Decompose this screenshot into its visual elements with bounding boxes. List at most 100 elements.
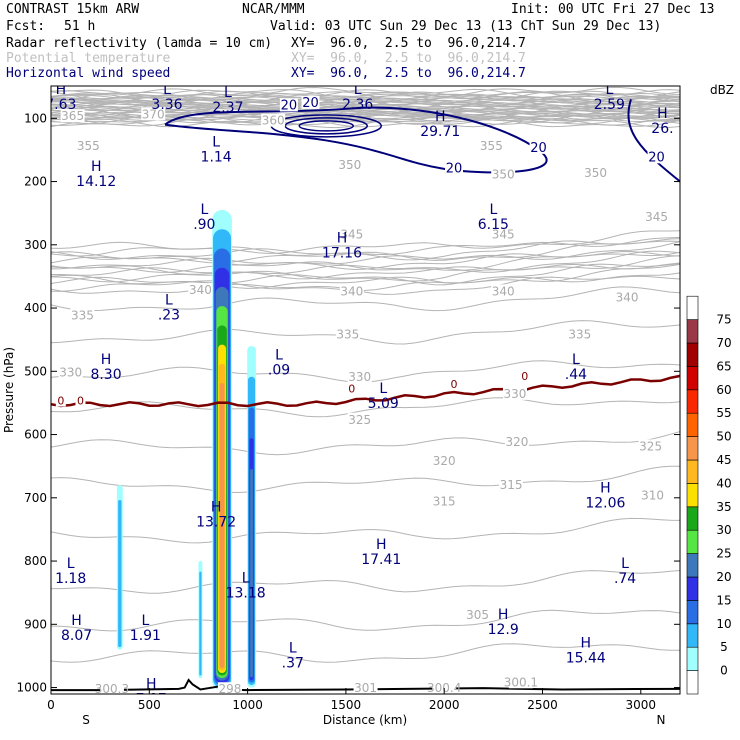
theta-isoline: [51, 250, 680, 275]
wind-extremum-value: 7.87: [136, 691, 167, 707]
wind-max-marker: H: [337, 230, 348, 246]
colorbar-level-label: 10: [716, 617, 731, 631]
colorbar-level-label: 15: [716, 593, 731, 607]
wind-min-marker: L: [212, 134, 220, 150]
colorbar-segment: [686, 529, 699, 554]
wind-min-marker: L: [141, 613, 149, 629]
x-tick-label: 0: [47, 698, 55, 712]
wind-extremum-value: 5.09: [368, 396, 399, 412]
theta-label-bg: [583, 166, 608, 180]
theta-contour-label: 298: [218, 682, 241, 696]
wind-min-marker: L: [163, 82, 171, 98]
wind-label-bg: [279, 98, 298, 112]
theta-isoline: [51, 115, 680, 128]
wind-contour-label: 20: [648, 150, 665, 165]
wind-min-marker: L: [242, 571, 250, 587]
colorbar-level-label: 25: [716, 547, 731, 561]
theta-label-bg: [502, 386, 527, 400]
theta-contour-label: 300.1: [504, 675, 538, 689]
wind-contour-label: 20: [446, 162, 463, 177]
wind-extremum-value: 2.37: [212, 100, 243, 116]
wind-extremum-value: 17.41: [361, 552, 401, 568]
theta-isoline: [51, 263, 680, 289]
theta-isoline: [51, 275, 680, 295]
theta-label-bg: [339, 227, 364, 241]
theta-label-bg: [615, 290, 640, 304]
x-tick-label: 1000: [232, 698, 263, 712]
theta-contour-label: 335: [71, 308, 94, 322]
theta-label-bg: [491, 167, 516, 181]
contour-labels: 365 370 360 355 355 350 350 350 345 345 345 340 340 3…: [55, 95, 669, 696]
theta-label-bg: [499, 477, 524, 491]
wind-extremum-value: 2.59: [594, 97, 625, 113]
colorbar-segment: [686, 600, 699, 625]
freezing-label-bg: [449, 379, 460, 391]
wind-extremum-value: 26.: [651, 121, 673, 137]
colorbar-level-label: 50: [716, 430, 731, 444]
wind-max-marker: H: [91, 159, 102, 175]
wind-max-marker: H: [600, 480, 611, 496]
wind-contour-label: 20: [302, 96, 319, 111]
theta-contour-label: 355: [77, 139, 100, 153]
y-axis-label: Pressure (hPa): [2, 347, 16, 433]
wind-extremum-value: 29.71: [420, 124, 460, 140]
y-tick-label: 1000: [16, 681, 47, 695]
y-tick-label: 400: [24, 301, 47, 315]
theta-isoline: [51, 236, 680, 257]
theta-label-bg: [638, 439, 663, 453]
x-tick-label: 2500: [527, 698, 558, 712]
wind-extremum-value: 13.72: [196, 514, 236, 530]
y-tick-label: 600: [24, 428, 47, 442]
wind-max-marker: H: [376, 537, 387, 553]
wind-max-marker: H: [56, 82, 67, 98]
y-tick-label: 800: [24, 554, 47, 568]
wind-min-marker: L: [289, 640, 297, 656]
wind-label-bg: [529, 140, 548, 154]
wind-max-marker: H: [580, 635, 591, 651]
wind-min-marker: L: [572, 352, 580, 368]
theta-label-bg: [432, 453, 457, 467]
theta-contour-label: 310: [641, 489, 664, 503]
freezing-label-bg: [55, 395, 66, 407]
theta-contour-label: 345: [645, 210, 668, 224]
x-tick-label: 500: [138, 698, 161, 712]
colorbar-segment: [686, 319, 699, 344]
wind-label-bg: [301, 95, 320, 109]
theta-isoline: [51, 286, 680, 312]
wind-min-marker: L: [605, 82, 613, 98]
center-name: NCAR/MMM: [242, 2, 305, 17]
theta-label-bg: [432, 494, 457, 508]
theta-isoline: [51, 643, 680, 663]
wind-core-ring: [284, 117, 368, 135]
theta-isoline: [51, 89, 680, 102]
freezing-level-label: 0: [521, 370, 528, 383]
theta-contour-label: 325: [639, 439, 662, 453]
wind-max-marker: H: [657, 106, 668, 122]
freezing-level: [51, 374, 680, 408]
endpoint-left: S: [82, 713, 90, 727]
wind-extremum-value: 1.91: [130, 628, 161, 644]
theta-contour-label: 345: [492, 227, 515, 241]
field-theta-title: Potential temperature: [6, 51, 171, 66]
theta-contour-label: 370: [142, 107, 165, 121]
colorbar-level-label: 40: [716, 476, 731, 490]
wind-min-marker: L: [200, 202, 208, 218]
wind-extremum-value: .37: [282, 655, 304, 671]
wind-min-marker: L: [621, 556, 629, 572]
theta-isoline: [51, 320, 680, 345]
wind-min-marker: L: [379, 381, 387, 397]
wind-max-marker: H: [498, 607, 509, 623]
theta-contour-label: 360: [262, 114, 285, 128]
colorbar-segment: [686, 576, 699, 601]
theta-label-bg: [567, 327, 592, 341]
wind-extremum-value: 1.14: [201, 149, 232, 165]
freezing-level-line: [51, 374, 680, 408]
freezing-level-label: 0: [451, 378, 458, 391]
theta-contour-label: 340: [492, 284, 515, 298]
freezing-level-label: 0: [77, 395, 84, 408]
x-tick-label: 1500: [331, 698, 362, 712]
theta-contour-label: 350: [584, 166, 607, 180]
theta-contour-label: 330: [504, 387, 527, 401]
wind-contour-east: [627, 99, 680, 183]
wind-min-marker: L: [165, 292, 173, 308]
